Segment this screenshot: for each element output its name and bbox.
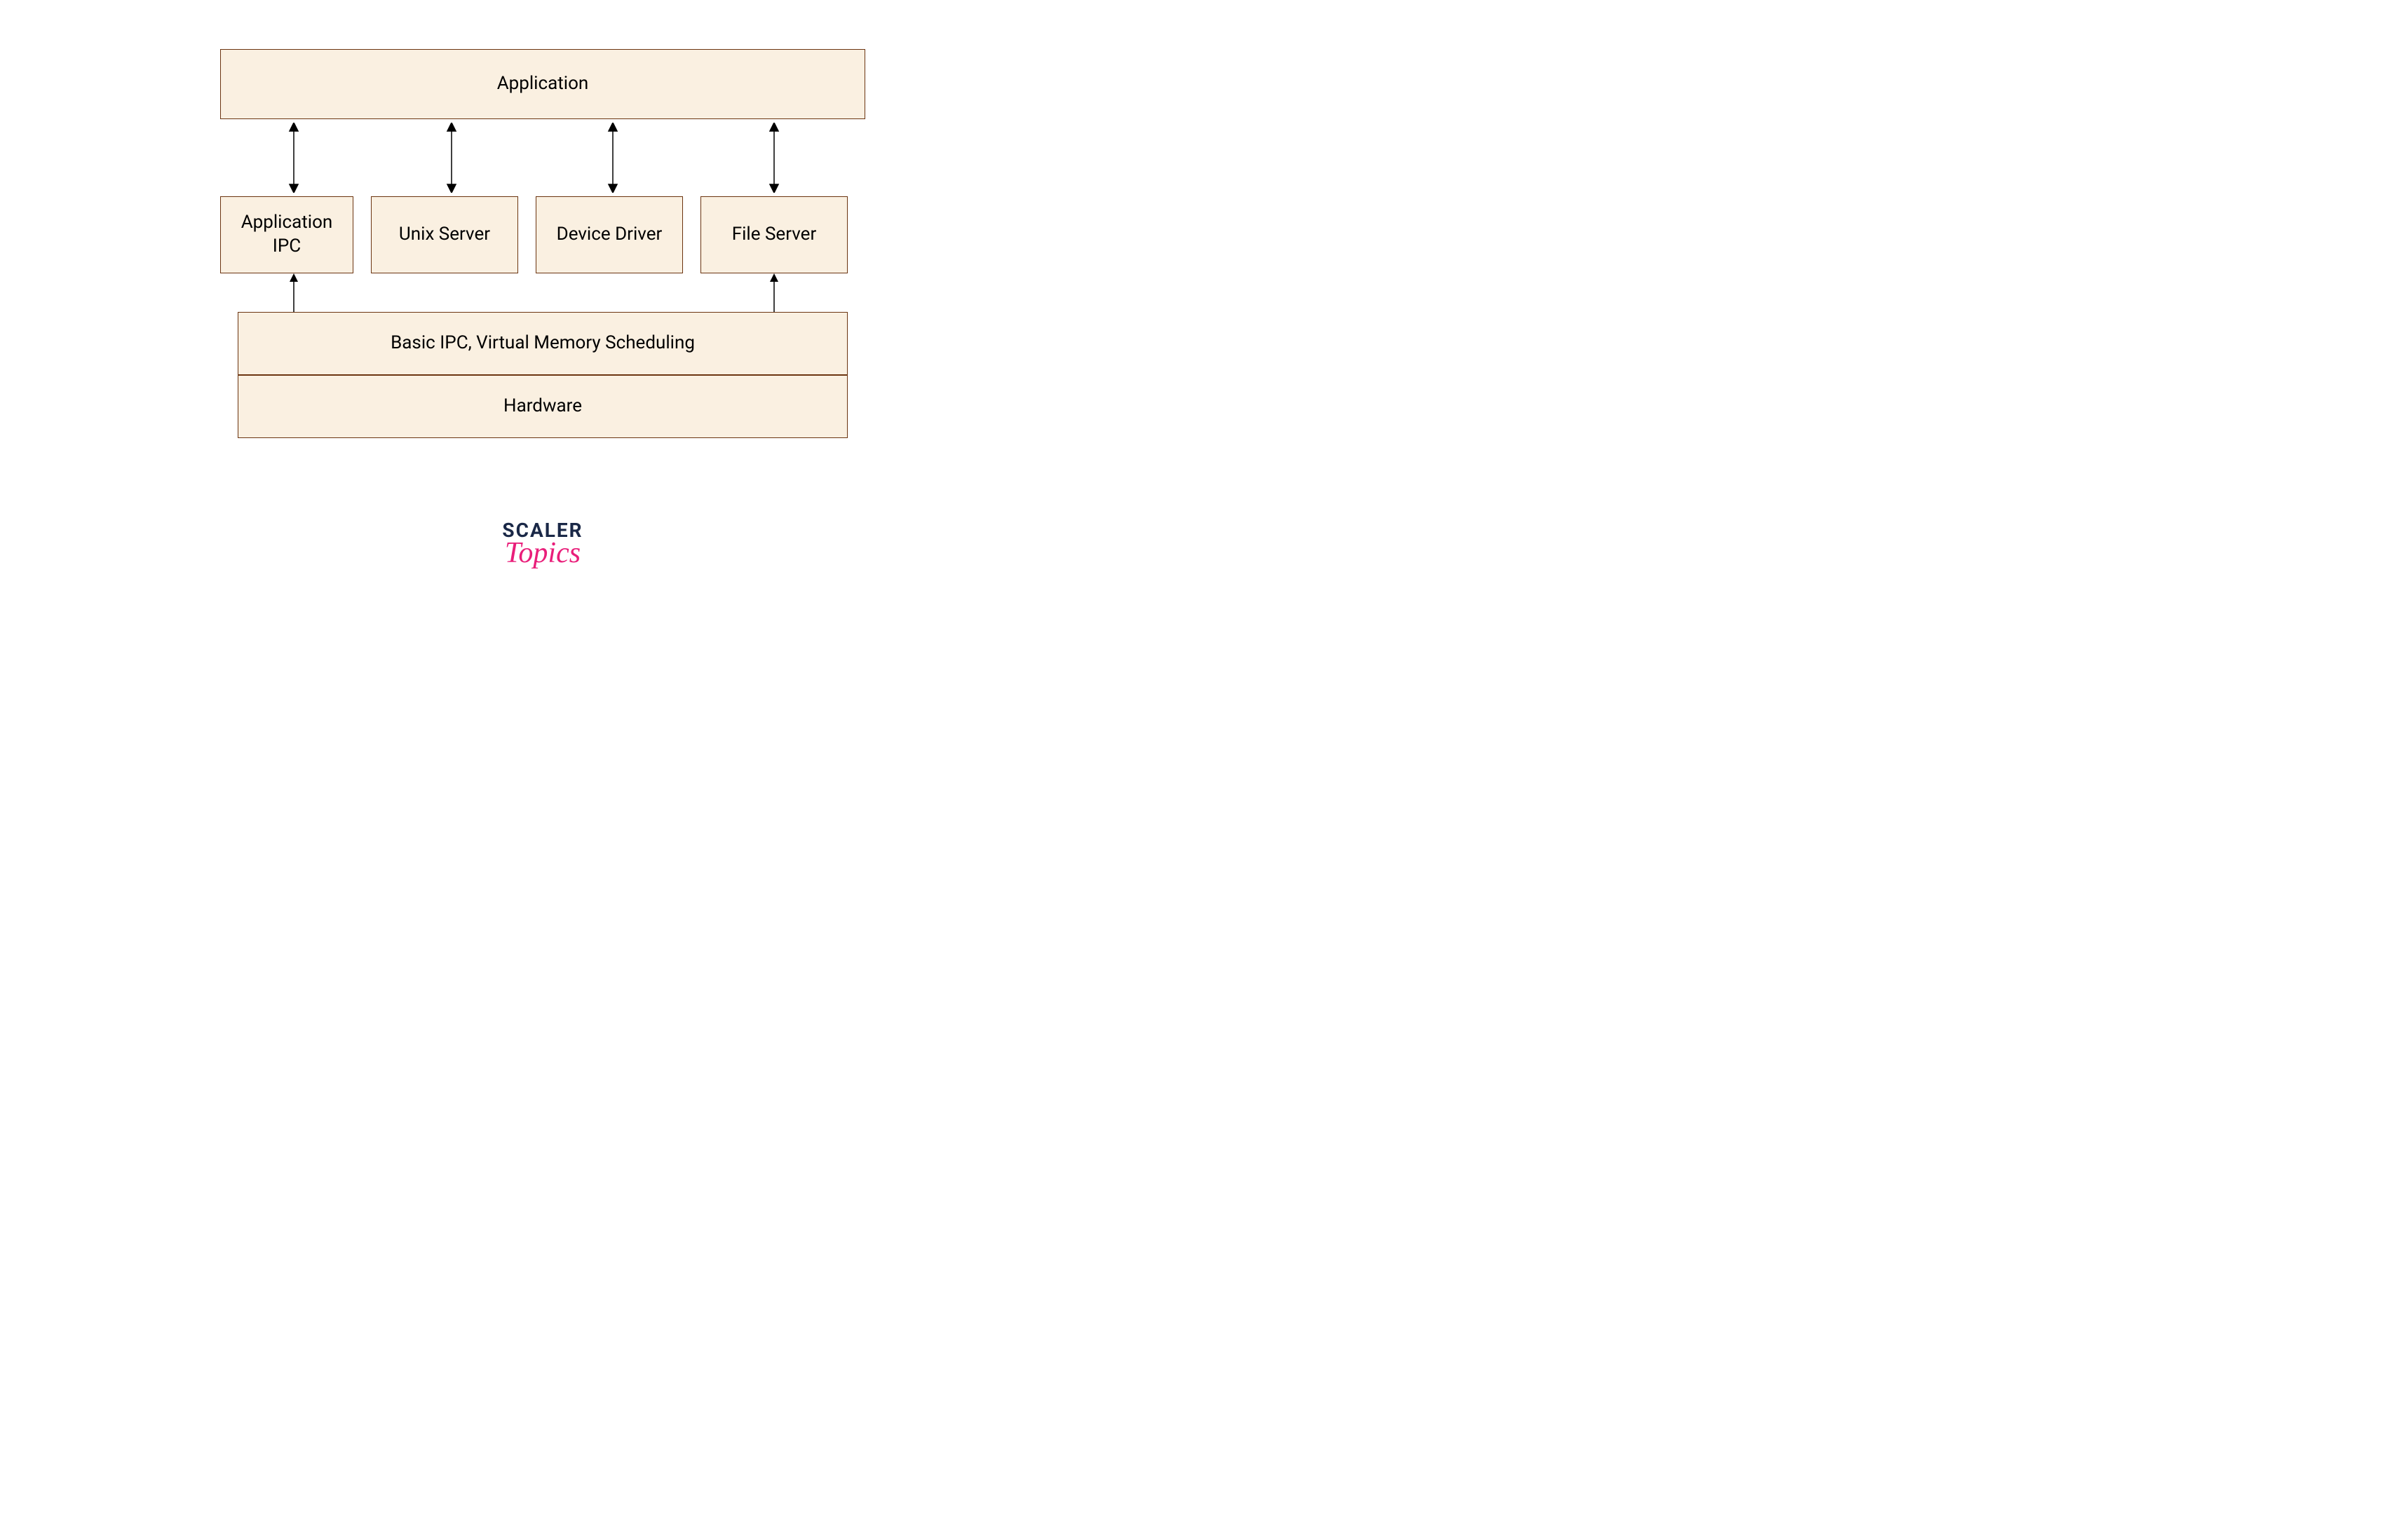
- scaler-topics-logo: SCALERTopics: [502, 519, 583, 570]
- hardware-box-label: Hardware: [503, 395, 582, 418]
- middle-box-2: Device Driver: [536, 196, 683, 273]
- hardware-box: Hardware: [238, 375, 848, 438]
- double-arrow-1: [446, 123, 457, 193]
- double-arrow-0: [288, 123, 299, 193]
- middle-box-1-label: Unix Server: [399, 223, 490, 247]
- middle-box-3-label: File Server: [732, 223, 817, 247]
- ipc-box: Basic IPC, Virtual Memory Scheduling: [238, 312, 848, 375]
- middle-box-0-label: ApplicationIPC: [241, 211, 333, 259]
- application-box-label: Application: [497, 72, 589, 96]
- middle-box-1: Unix Server: [371, 196, 518, 273]
- ipc-box-label: Basic IPC, Virtual Memory Scheduling: [391, 332, 695, 355]
- middle-box-0: ApplicationIPC: [220, 196, 353, 273]
- double-arrow-2: [607, 123, 618, 193]
- application-box: Application: [220, 49, 865, 119]
- middle-box-2-label: Device Driver: [557, 223, 663, 247]
- double-arrow-3: [768, 123, 780, 193]
- logo-topics-text: Topics: [502, 536, 583, 570]
- middle-box-3: File Server: [700, 196, 848, 273]
